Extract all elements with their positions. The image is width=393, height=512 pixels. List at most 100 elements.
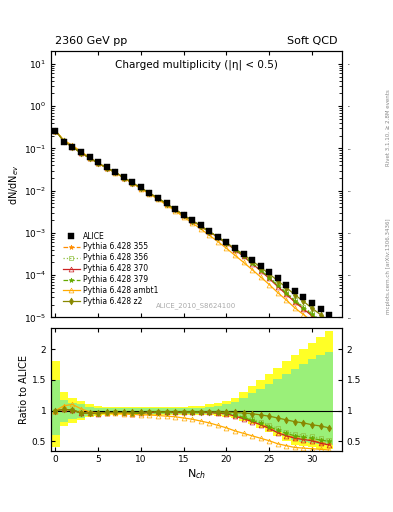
Pythia 6.428 355: [310, 312, 314, 318]
Pythia 6.428 356: [104, 165, 109, 171]
Pythia 6.428 370: [284, 291, 289, 297]
X-axis label: N$_{ch}$: N$_{ch}$: [187, 467, 206, 481]
Pythia 6.428 356: [53, 127, 58, 134]
ALICE: [147, 189, 152, 196]
ALICE: [139, 184, 143, 190]
Pythia 6.428 ambt1: [113, 169, 118, 176]
Pythia 6.428 ambt1: [310, 318, 314, 324]
Pythia 6.428 355: [224, 240, 229, 246]
Pythia 6.428 379: [233, 246, 237, 252]
Pythia 6.428 z2: [62, 138, 66, 144]
Pythia 6.428 370: [198, 223, 203, 229]
Pythia 6.428 379: [181, 212, 186, 218]
Pythia 6.428 z2: [284, 285, 289, 291]
Pythia 6.428 356: [173, 206, 178, 212]
Pythia 6.428 370: [87, 155, 92, 161]
Legend: ALICE, Pythia 6.428 355, Pythia 6.428 356, Pythia 6.428 370, Pythia 6.428 379, P: ALICE, Pythia 6.428 355, Pythia 6.428 35…: [61, 229, 161, 308]
Pythia 6.428 370: [104, 165, 109, 171]
Text: mcplots.cern.ch [arXiv:1306.3436]: mcplots.cern.ch [arXiv:1306.3436]: [386, 219, 391, 314]
Pythia 6.428 356: [310, 310, 314, 316]
Pythia 6.428 ambt1: [173, 208, 178, 214]
Pythia 6.428 356: [96, 160, 101, 166]
Pythia 6.428 370: [113, 169, 118, 176]
Pythia 6.428 356: [233, 246, 237, 252]
Pythia 6.428 379: [96, 160, 101, 166]
Pythia 6.428 z2: [79, 150, 83, 156]
ALICE: [87, 154, 92, 160]
Pythia 6.428 356: [87, 155, 92, 161]
ALICE: [173, 206, 178, 212]
Pythia 6.428 z2: [275, 278, 280, 284]
Pythia 6.428 356: [224, 240, 229, 246]
Text: Rivet 3.1.10, ≥ 2.8M events: Rivet 3.1.10, ≥ 2.8M events: [386, 90, 391, 166]
Pythia 6.428 ambt1: [181, 214, 186, 220]
ALICE: [284, 282, 289, 288]
Pythia 6.428 ambt1: [233, 252, 237, 259]
Pythia 6.428 379: [275, 283, 280, 289]
Pythia 6.428 z2: [181, 212, 186, 218]
Pythia 6.428 355: [250, 260, 254, 266]
Pythia 6.428 ambt1: [267, 282, 272, 288]
Pythia 6.428 355: [181, 212, 186, 218]
Pythia 6.428 z2: [241, 251, 246, 258]
Pythia 6.428 z2: [121, 175, 126, 181]
ALICE: [53, 127, 58, 134]
ALICE: [215, 233, 220, 240]
Pythia 6.428 356: [79, 150, 83, 156]
Pythia 6.428 z2: [250, 258, 254, 264]
ALICE: [207, 228, 212, 234]
Pythia 6.428 z2: [233, 245, 237, 251]
Pythia 6.428 379: [301, 305, 306, 311]
Pythia 6.428 356: [275, 282, 280, 288]
Pythia 6.428 379: [156, 195, 160, 201]
Line: Pythia 6.428 370: Pythia 6.428 370: [53, 128, 332, 332]
Pythia 6.428 355: [292, 298, 297, 305]
ALICE: [267, 269, 272, 275]
Pythia 6.428 356: [62, 138, 66, 144]
Pythia 6.428 z2: [96, 160, 101, 166]
Pythia 6.428 356: [164, 201, 169, 207]
Pythia 6.428 ambt1: [156, 196, 160, 202]
Pythia 6.428 379: [267, 274, 272, 281]
Pythia 6.428 356: [156, 195, 160, 201]
Pythia 6.428 370: [164, 201, 169, 207]
Pythia 6.428 355: [139, 185, 143, 191]
Pythia 6.428 379: [164, 201, 169, 207]
Pythia 6.428 355: [267, 275, 272, 281]
Text: 2360 GeV pp: 2360 GeV pp: [55, 36, 127, 46]
Pythia 6.428 z2: [156, 195, 160, 201]
Pythia 6.428 370: [301, 306, 306, 312]
ALICE: [241, 251, 246, 257]
Pythia 6.428 356: [198, 223, 203, 229]
Pythia 6.428 370: [241, 253, 246, 260]
Pythia 6.428 355: [104, 165, 109, 171]
ALICE: [62, 139, 66, 145]
Pythia 6.428 356: [121, 175, 126, 181]
ALICE: [233, 245, 237, 251]
Pythia 6.428 z2: [310, 305, 314, 311]
Pythia 6.428 ambt1: [130, 180, 135, 186]
Pythia 6.428 355: [147, 190, 152, 196]
Pythia 6.428 356: [207, 229, 212, 235]
Pythia 6.428 ambt1: [62, 137, 66, 143]
Pythia 6.428 355: [113, 169, 118, 176]
Pythia 6.428 ambt1: [70, 142, 75, 148]
Pythia 6.428 370: [233, 247, 237, 253]
Pythia 6.428 355: [130, 180, 135, 186]
Pythia 6.428 370: [327, 327, 331, 333]
Pythia 6.428 ambt1: [190, 220, 195, 226]
Pythia 6.428 356: [130, 180, 135, 186]
Text: Charged multiplicity (|η| < 0.5): Charged multiplicity (|η| < 0.5): [115, 59, 278, 70]
Pythia 6.428 z2: [139, 185, 143, 191]
Pythia 6.428 ambt1: [164, 202, 169, 208]
Pythia 6.428 370: [292, 299, 297, 305]
Pythia 6.428 370: [53, 127, 58, 134]
Pythia 6.428 z2: [292, 292, 297, 298]
Pythia 6.428 379: [79, 150, 83, 156]
Pythia 6.428 370: [156, 195, 160, 201]
ALICE: [292, 288, 297, 294]
Pythia 6.428 355: [164, 201, 169, 207]
ALICE: [275, 275, 280, 282]
ALICE: [181, 211, 186, 218]
ALICE: [164, 200, 169, 206]
